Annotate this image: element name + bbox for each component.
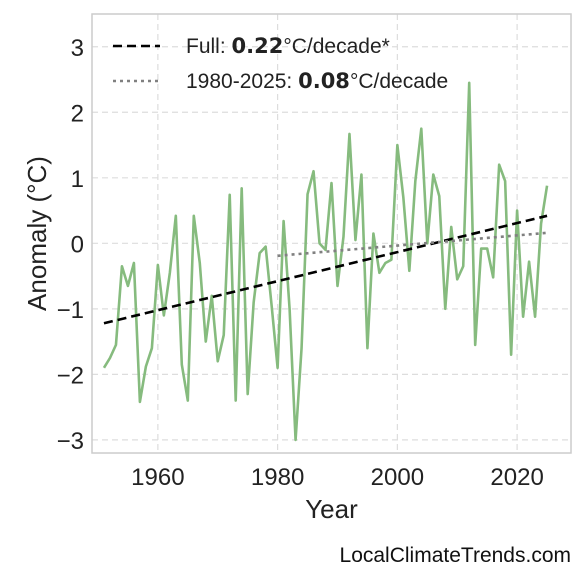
plot-frame: [91, 13, 572, 454]
x-tick-label: 2020: [490, 464, 543, 491]
legend-full-suffix: °C/decade*: [283, 35, 389, 58]
legend-entry-1980-2025: 1980-2025: 0.08°C/decade: [186, 69, 448, 93]
x-tick-label: 1980: [251, 464, 304, 491]
x-axis-label: Year: [305, 494, 358, 524]
y-tick-label: 3: [71, 35, 84, 62]
legend: Full: 0.22°C/decade* 1980-2025: 0.08°C/d…: [113, 34, 448, 93]
x-tick-label: 2000: [371, 464, 424, 491]
y-tick-label: −2: [57, 362, 84, 389]
y-tick-label: 0: [71, 231, 84, 258]
legend-entry-full: Full: 0.22°C/decade*: [186, 34, 390, 58]
y-tick-label: −3: [57, 428, 84, 455]
legend-full-prefix: Full:: [186, 35, 232, 58]
y-tick-label: 2: [71, 100, 84, 127]
x-axis-ticks: 1960 1980 2000 2020: [131, 464, 544, 491]
full-trend-line: [103, 214, 548, 325]
y-axis-ticks: −3 −2 −1 0 1 2 3: [57, 35, 84, 455]
legend-recent-suffix: °C/decade: [350, 70, 448, 93]
x-tick-label: 1960: [131, 464, 184, 491]
recent-trend-line: [277, 231, 548, 258]
series-layer: [102, 81, 549, 442]
y-axis-label: Anomaly (°C): [22, 156, 52, 311]
watermark: LocalClimateTrends.com: [339, 544, 571, 567]
legend-full-value: 0.22: [232, 34, 284, 58]
grid: [92, 14, 571, 453]
anomaly-line: [102, 81, 549, 442]
legend-recent-value: 0.08: [298, 69, 350, 93]
legend-recent-prefix: 1980-2025:: [186, 70, 298, 93]
y-tick-label: −1: [57, 297, 84, 324]
y-tick-label: 1: [71, 166, 84, 193]
